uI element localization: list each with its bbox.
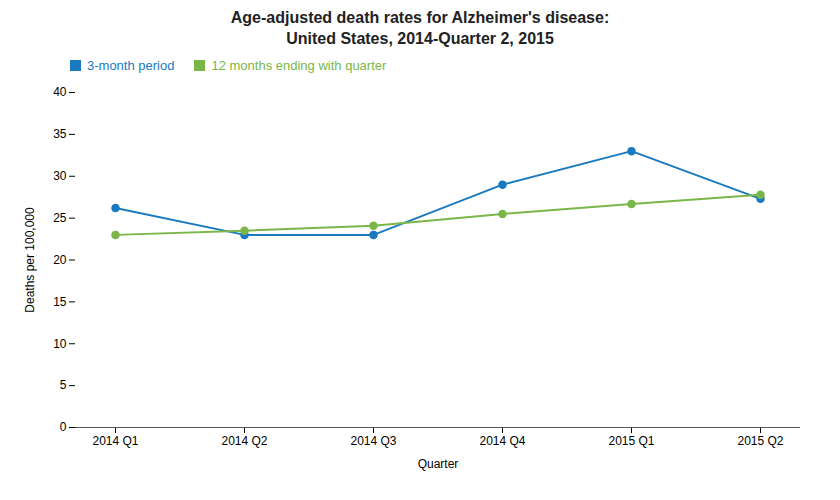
svg-text:35: 35 bbox=[53, 127, 67, 141]
html-text:Age-adjusted death rates for A: Age-adjusted death rates for Alzheimer's… bbox=[230, 9, 610, 26]
svg-text:Quarter: Quarter bbox=[418, 456, 459, 470]
svg-text:20: 20 bbox=[53, 252, 67, 266]
svg-text:25: 25 bbox=[53, 211, 67, 225]
svg-text:2015 Q2: 2015 Q2 bbox=[737, 434, 783, 448]
svg-text:5: 5 bbox=[60, 378, 67, 392]
svg-text:2014 Q3: 2014 Q3 bbox=[350, 434, 396, 448]
svg-text:2014 Q2: 2014 Q2 bbox=[221, 434, 267, 448]
svg-text:2014 Q1: 2014 Q1 bbox=[92, 434, 138, 448]
svg-text:40: 40 bbox=[53, 85, 67, 99]
svg-text:30: 30 bbox=[53, 169, 67, 183]
svg-text:2014 Q4: 2014 Q4 bbox=[479, 434, 525, 448]
svg-text:0: 0 bbox=[60, 420, 67, 434]
svg-text:2015 Q1: 2015 Q1 bbox=[608, 434, 654, 448]
html-text:United States, 2014-Quarter 2,: United States, 2014-Quarter 2, 2015 bbox=[286, 29, 554, 47]
svg-text:Deaths per 100,000: Deaths per 100,000 bbox=[23, 207, 37, 313]
svg-text:15: 15 bbox=[53, 294, 67, 308]
svg-text:10: 10 bbox=[53, 336, 67, 350]
html-text:12 months ending with quarter: 12 months ending with quarter bbox=[211, 57, 387, 73]
html-text:3-month period: 3-month period bbox=[87, 57, 175, 73]
